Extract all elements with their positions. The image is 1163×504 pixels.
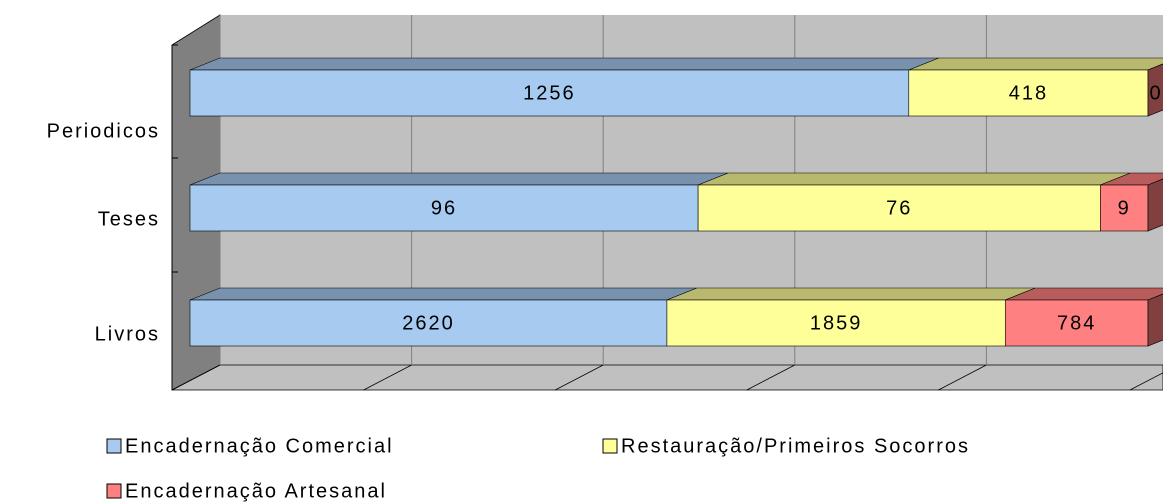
legend-swatch [106,483,122,499]
bar-side [1147,178,1163,232]
value-label: 96 [431,197,457,219]
bar-side [1147,293,1163,347]
value-label: 76 [886,197,912,219]
bar [189,184,699,232]
bar [189,299,668,347]
legend-label: Encadernação Comercial [125,435,394,457]
floor-line [1129,372,1163,391]
bar-top [189,172,729,186]
category-label: Teses [98,208,160,230]
floor-line [555,364,604,391]
bar [1100,184,1149,232]
bar-top [908,57,1163,71]
floor-line [938,364,987,391]
floor [171,364,1163,391]
bar-top [189,287,698,301]
value-label: 1256 [523,82,576,104]
value-label: 0 [1149,82,1162,104]
value-label: 418 [1009,82,1048,104]
floor-line [746,364,795,391]
legend-swatch [602,438,618,454]
legend-label: Restauração/Primeiros Socorros [621,435,970,457]
category-label: Periodicos [47,120,160,142]
legend-swatch [106,438,122,454]
floor-line [363,364,412,391]
value-label: 2620 [402,312,455,334]
value-label: 9 [1118,197,1131,219]
category-label: Livros [95,323,160,345]
bar-top [666,287,1036,301]
bar [666,299,1006,347]
value-label: 784 [1057,312,1096,334]
floor-line [171,364,221,391]
bar [908,69,1149,117]
bar-top [697,172,1131,186]
bar-side [1147,63,1163,117]
bar [697,184,1101,232]
bar [1004,299,1149,347]
bar [189,69,910,117]
bar-top [189,57,939,71]
legend-label: Encadernação Artesanal [125,480,387,502]
value-label: 1859 [810,312,863,334]
